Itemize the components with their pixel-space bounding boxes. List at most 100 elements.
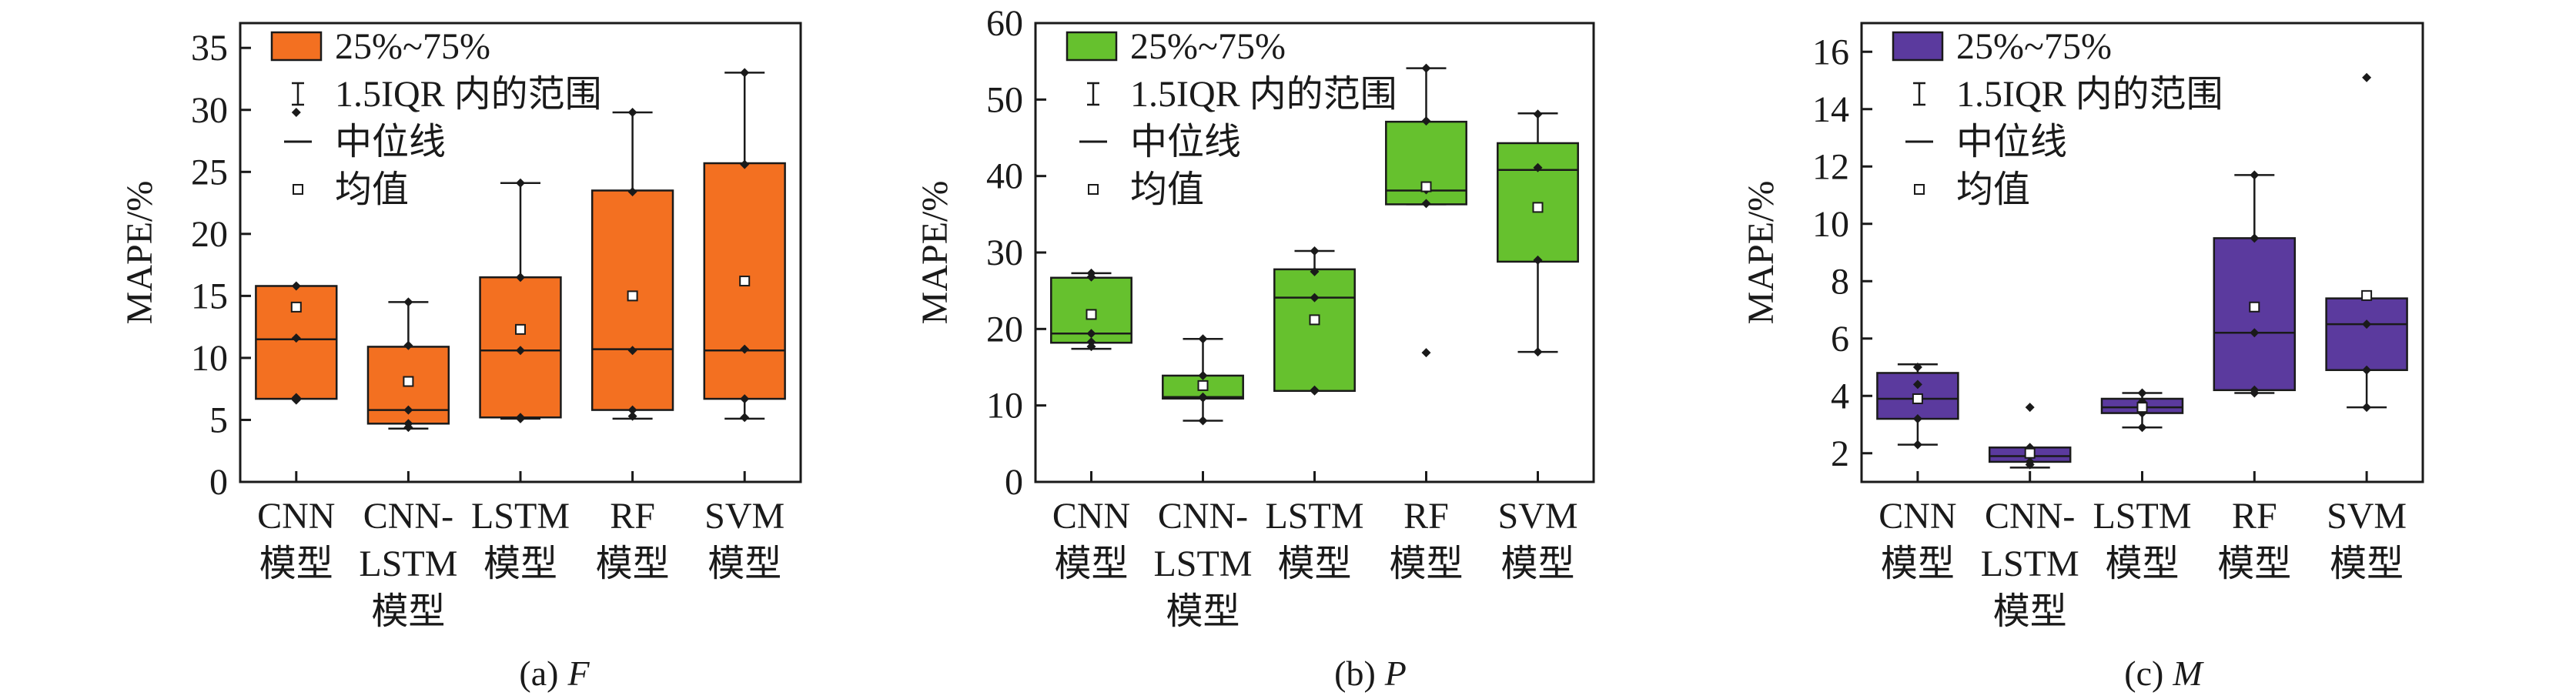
data-point [2250, 388, 2260, 398]
x-category-label: 模型 [259, 543, 333, 584]
data-point [2362, 72, 2372, 82]
box-iqr [2213, 237, 2297, 392]
mean-marker [1086, 309, 1097, 320]
data-point [1198, 416, 1208, 426]
data-point [1086, 272, 1096, 282]
box-2 [479, 178, 562, 423]
data-point [627, 405, 637, 415]
legend-label: 中位线 [1130, 122, 1241, 162]
panel-c: 2 4 6 8 10 12 14 16 MAPE/% CNN 模型 CNN- LSTM 模型 LSTM 模型 R… [1741, 22, 2424, 693]
box-4 [703, 68, 786, 423]
data-point [1198, 370, 1208, 380]
data-point [2025, 460, 2035, 470]
data-point [627, 107, 637, 117]
x-category-label: 模型 [1881, 543, 1955, 584]
data-point [2362, 365, 2372, 375]
y-tick-label: 15 [191, 276, 228, 316]
x-category-label: 模型 [1166, 591, 1239, 632]
y-tick-label: 0 [1005, 462, 1023, 503]
x-category-label: 模型 [1500, 543, 1574, 584]
data-point [1533, 109, 1543, 119]
data-point [1421, 63, 1431, 73]
y-tick-label: 5 [209, 400, 228, 440]
legend-mean-icon [1088, 184, 1099, 195]
caption-variable: M [2172, 654, 2204, 693]
box-2 [1273, 246, 1356, 396]
x-category-label: SVM [2327, 496, 2407, 537]
mean-marker [1912, 393, 1923, 404]
panel-caption: (b) P [1334, 654, 1407, 693]
x-category-label: RF [610, 496, 655, 537]
data-point [627, 346, 637, 356]
x-category-label: RF [2232, 496, 2277, 537]
y-tick-label: 30 [191, 90, 228, 131]
data-point [2362, 403, 2372, 413]
x-category-label: 模型 [2217, 543, 2291, 584]
mean-marker [2024, 447, 2036, 459]
legend-mean-icon [1914, 184, 1925, 195]
caption-variable: F [567, 654, 590, 693]
box-4 [2325, 72, 2408, 413]
y-tick-label: 25 [191, 152, 228, 192]
y-tick-label: 14 [1812, 89, 1849, 130]
x-category-label: 模型 [371, 591, 445, 632]
legend-label: 均值 [335, 169, 409, 210]
legend-label: 均值 [1130, 169, 1204, 210]
x-category-label: 模型 [483, 543, 557, 584]
data-point [740, 68, 750, 78]
box-1 [366, 297, 450, 433]
data-point [2362, 319, 2372, 329]
mean-marker [515, 323, 526, 335]
legend-box-swatch [1892, 31, 1944, 62]
x-category-label: CNN- [363, 496, 453, 537]
caption-prefix: (b) [1334, 654, 1376, 693]
mean-marker [1532, 202, 1544, 213]
x-category-label: LSTM [359, 543, 457, 584]
box-3 [2213, 170, 2297, 398]
x-category-label: CNN [1052, 496, 1130, 537]
box-2 [2100, 388, 2184, 433]
mean-marker [2136, 402, 2148, 413]
y-axis-label: MAPE/% [119, 181, 160, 325]
x-category-label: LSTM [1153, 543, 1252, 584]
data-point [1310, 386, 1320, 396]
legend-label: 25%~75% [335, 26, 490, 67]
data-point [1310, 266, 1320, 276]
panel-caption: (c) M [2124, 654, 2204, 693]
data-point [1086, 342, 1096, 352]
mean-marker [290, 301, 302, 313]
data-point [1310, 246, 1320, 256]
data-point [740, 159, 750, 169]
box-1 [1988, 403, 2072, 470]
x-category-label: LSTM [2093, 496, 2191, 537]
data-point [1912, 363, 1922, 372]
y-tick-label: 10 [191, 338, 228, 379]
data-point [1533, 347, 1543, 357]
x-category-label: CNN- [1158, 496, 1248, 537]
x-category-label: 模型 [1277, 543, 1351, 584]
data-point [2025, 403, 2035, 413]
legend-label: 中位线 [1956, 122, 2067, 162]
y-tick-label: 20 [986, 309, 1023, 350]
x-category-label: 模型 [708, 543, 781, 584]
legend-label: 中位线 [335, 122, 446, 162]
box-1 [1162, 334, 1244, 426]
data-point [1912, 380, 1922, 390]
legend-label: 25%~75% [1130, 26, 1286, 67]
x-category-label: CNN- [1985, 496, 2075, 537]
x-category-label: 模型 [596, 543, 670, 584]
data-point [291, 395, 301, 405]
data-point [627, 411, 637, 421]
legend-mean-icon [293, 184, 303, 195]
data-point [1198, 393, 1208, 403]
x-category-label: LSTM [1265, 496, 1363, 537]
box-4 [1497, 109, 1579, 357]
data-point [1198, 334, 1208, 344]
y-axis-label: MAPE/% [1741, 181, 1781, 325]
data-point [740, 344, 750, 354]
data-point [1421, 348, 1431, 358]
data-point [403, 340, 413, 350]
x-category-label: CNN [1878, 496, 1956, 537]
y-tick-label: 10 [1812, 204, 1849, 245]
